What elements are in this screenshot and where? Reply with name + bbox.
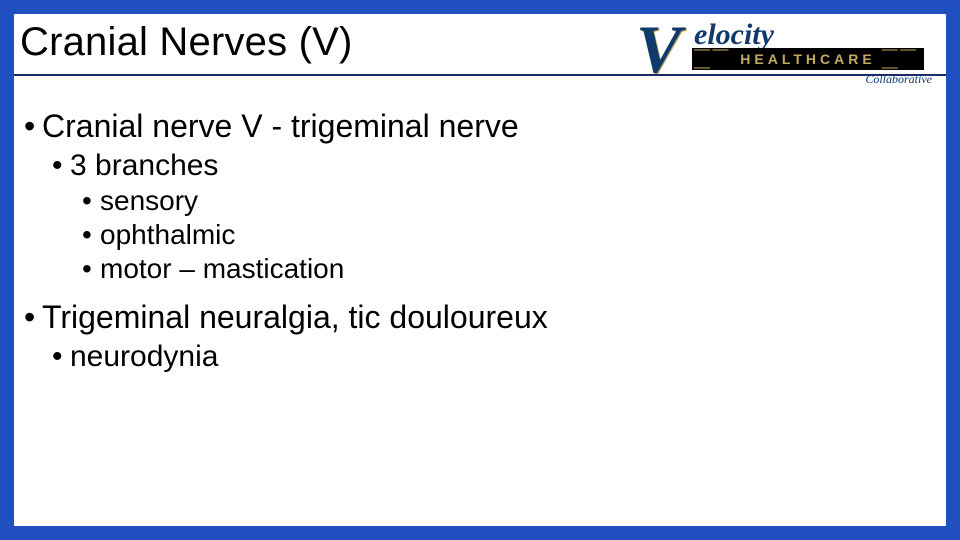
list-item: •sensory (82, 185, 936, 217)
slide: Cranial Nerves (V) V elocity — — — HEALT… (0, 0, 960, 540)
list-item: •Cranial nerve V - trigeminal nerve (24, 108, 936, 145)
bullet-icon: • (82, 219, 100, 251)
list-item: •motor – mastication (82, 253, 936, 285)
bullet-text: neurodynia (70, 340, 218, 373)
list-item: •Trigeminal neuralgia, tic douloureux (24, 299, 936, 336)
bullet-icon: • (82, 185, 100, 217)
bullet-text: ophthalmic (100, 219, 235, 250)
bullet-text: sensory (100, 185, 198, 216)
bullet-text: Cranial nerve V - trigeminal nerve (42, 108, 519, 144)
bullet-icon: • (24, 108, 42, 145)
bullet-icon: • (52, 340, 70, 374)
logo-healthcare: HEALTHCARE (736, 51, 879, 67)
logo-v-icon: V (636, 10, 677, 89)
list-item: •3 branches (52, 149, 936, 183)
logo-collaborative: Collaborative (865, 72, 932, 87)
list-item: •neurodynia (52, 340, 936, 374)
bullet-icon: • (52, 149, 70, 183)
bullet-text: 3 branches (70, 149, 218, 182)
logo: V elocity — — — HEALTHCARE — — — Collabo… (636, 14, 936, 86)
bullet-text: Trigeminal neuralgia, tic douloureux (42, 299, 548, 335)
content-area: •Cranial nerve V - trigeminal nerve •3 b… (24, 104, 936, 376)
bullet-icon: • (24, 299, 42, 336)
logo-dashes-left: — — — (692, 41, 736, 77)
logo-bar: — — — HEALTHCARE — — — (692, 48, 924, 70)
slide-title: Cranial Nerves (V) (20, 20, 353, 65)
bullet-text: motor – mastication (100, 253, 344, 284)
bullet-icon: • (82, 253, 100, 285)
list-item: •ophthalmic (82, 219, 936, 251)
